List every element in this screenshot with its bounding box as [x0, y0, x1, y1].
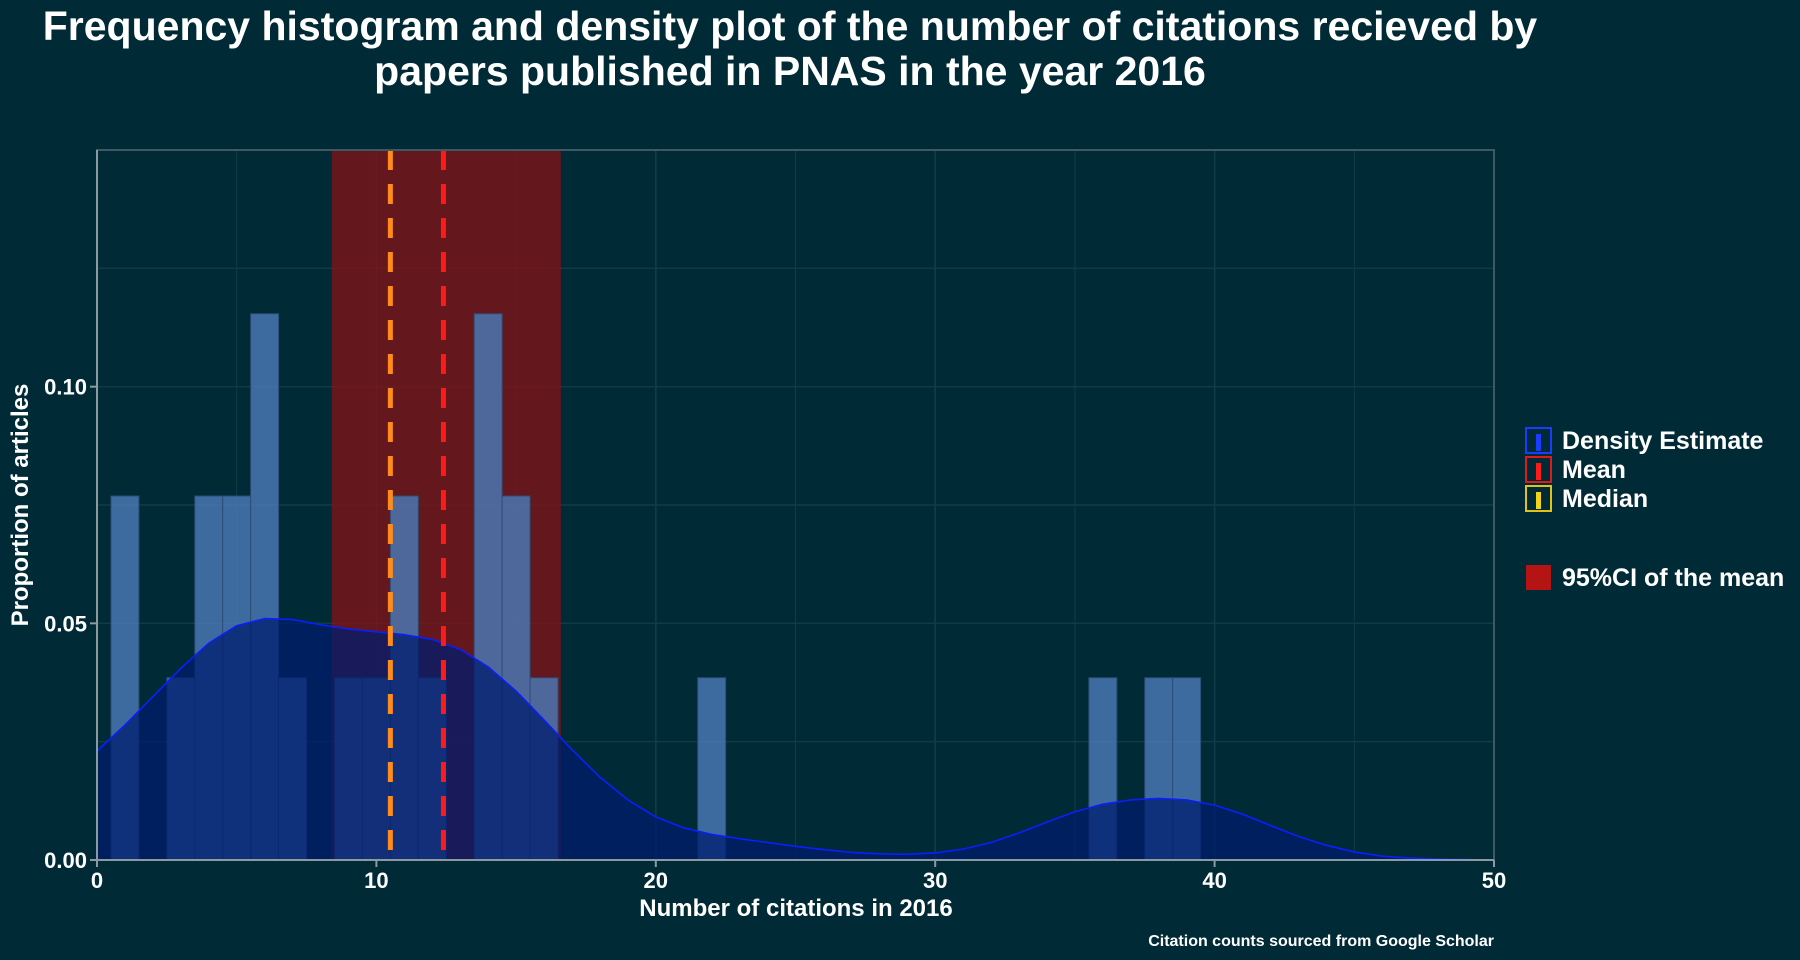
chart-title-line-2: papers published in PNAS in the year 201… — [374, 48, 1206, 94]
caption: Citation counts sourced from Google Scho… — [1148, 933, 1494, 950]
legend-key-bar — [1536, 434, 1541, 451]
chart-title-line-1: Frequency histogram and density plot of … — [43, 3, 1538, 49]
legend-key — [1525, 485, 1552, 512]
histogram-bar — [697, 677, 727, 861]
reference-lines — [387, 150, 446, 860]
legend-key — [1525, 456, 1552, 483]
y-tick-label: 0.10 — [44, 375, 87, 400]
legend-label: Median — [1562, 485, 1648, 513]
legend-ci-label: 95%CI of the mean — [1562, 564, 1784, 592]
legend-label: Density Estimate — [1562, 427, 1764, 455]
y-tick-label: 0.05 — [44, 611, 87, 636]
x-tick-label: 40 — [1202, 868, 1226, 893]
y-tick-label: 0.00 — [44, 848, 87, 873]
density-line — [96, 617, 1495, 861]
legend-key-bar — [1536, 463, 1541, 480]
x-axis-title: Number of citations in 2016 — [639, 895, 952, 922]
x-tick-label: 20 — [644, 868, 668, 893]
legend-key-bar — [1536, 492, 1541, 509]
x-tick-label: 10 — [364, 868, 388, 893]
legend-label: Mean — [1562, 456, 1626, 484]
x-tick-label: 50 — [1482, 868, 1506, 893]
legend-ci-key — [1526, 565, 1551, 590]
y-axis-title: Proportion of articles — [7, 384, 34, 627]
x-tick-label: 0 — [91, 868, 103, 893]
density-layer — [96, 617, 1495, 861]
x-tick-label: 30 — [923, 868, 947, 893]
legend-key — [1525, 427, 1552, 454]
axes: 0 10 20 30 40 50 0.00 0.05 0.10 — [44, 149, 1506, 893]
